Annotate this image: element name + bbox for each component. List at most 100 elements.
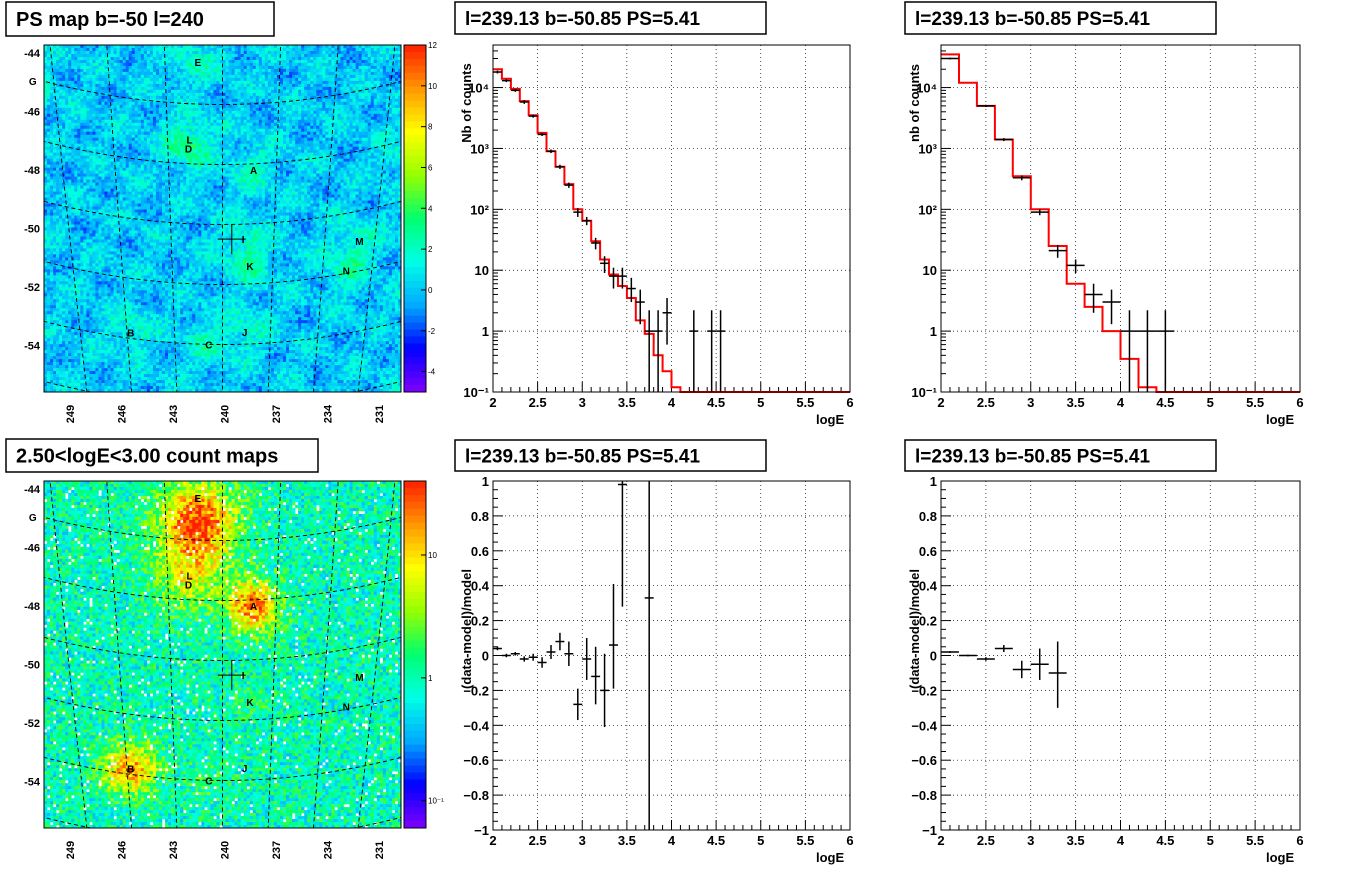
map-pixel <box>177 60 180 63</box>
map-pixel <box>198 81 201 84</box>
map-pixel <box>253 81 256 84</box>
map-pixel <box>374 51 377 54</box>
map-pixel <box>265 105 268 108</box>
map-pixel <box>289 57 292 60</box>
map-pixel <box>126 129 129 132</box>
map-pixel <box>123 105 126 108</box>
map-pixel <box>313 51 316 54</box>
map-pixel <box>310 90 313 93</box>
map-pixel <box>226 84 229 87</box>
map-pixel <box>250 78 253 81</box>
map-pixel <box>50 129 53 132</box>
map-pixel <box>232 141 235 144</box>
map-pixel <box>256 96 259 99</box>
map-pixel <box>232 99 235 102</box>
map-pixel <box>62 54 65 57</box>
map-pixel <box>235 132 238 135</box>
map-pixel <box>132 93 135 96</box>
map-pixel <box>353 54 356 57</box>
map-pixel <box>362 117 365 120</box>
map-pixel <box>186 72 189 75</box>
map-pixel <box>350 135 353 138</box>
map-pixel <box>101 84 104 87</box>
map-pixel <box>344 75 347 78</box>
map-pixel <box>313 66 316 69</box>
map-pixel <box>241 63 244 66</box>
map-pixel <box>213 93 216 96</box>
map-pixel <box>350 102 353 105</box>
map-pixel <box>47 144 50 147</box>
map-pixel <box>350 138 353 141</box>
map-pixel <box>141 57 144 60</box>
map-pixel <box>337 69 340 72</box>
map-pixel <box>271 120 274 123</box>
map-pixel <box>101 126 104 129</box>
map-pixel <box>101 99 104 102</box>
map-pixel <box>159 51 162 54</box>
map-pixel <box>368 111 371 114</box>
map-pixel <box>141 81 144 84</box>
map-pixel <box>265 96 268 99</box>
map-pixel <box>177 54 180 57</box>
map-pixel <box>195 126 198 129</box>
map-pixel <box>77 48 80 51</box>
map-pixel <box>129 141 132 144</box>
map-pixel <box>347 72 350 75</box>
map-pixel <box>186 99 189 102</box>
map-pixel <box>92 135 95 138</box>
map-pixel <box>250 66 253 69</box>
map-pixel <box>126 63 129 66</box>
map-pixel <box>362 123 365 126</box>
map-pixel <box>301 96 304 99</box>
map-pixel <box>105 75 108 78</box>
map-pixel <box>289 96 292 99</box>
map-pixel <box>374 99 377 102</box>
map-pixel <box>141 114 144 117</box>
map-pixel <box>244 99 247 102</box>
map-pixel <box>298 78 301 81</box>
map-pixel <box>392 117 395 120</box>
map-pixel <box>262 111 265 114</box>
map-pixel <box>47 135 50 138</box>
map-pixel <box>159 117 162 120</box>
map-pixel <box>147 51 150 54</box>
map-pixel <box>331 69 334 72</box>
map-pixel <box>132 111 135 114</box>
map-pixel <box>253 105 256 108</box>
map-pixel <box>80 102 83 105</box>
map-pixel <box>105 60 108 63</box>
map-pixel <box>135 111 138 114</box>
map-pixel <box>322 99 325 102</box>
map-pixel <box>223 75 226 78</box>
map-pixel <box>374 60 377 63</box>
map-pixel <box>71 105 74 108</box>
map-pixel <box>80 129 83 132</box>
map-pixel <box>62 48 65 51</box>
map-pixel <box>247 132 250 135</box>
map-pixel <box>286 72 289 75</box>
map-pixel <box>350 87 353 90</box>
map-pixel <box>129 102 132 105</box>
map-pixel <box>271 105 274 108</box>
map-pixel <box>114 90 117 93</box>
map-pixel <box>201 93 204 96</box>
map-pixel <box>347 129 350 132</box>
map-pixel <box>150 54 153 57</box>
map-pixel <box>259 72 262 75</box>
map-pixel <box>256 141 259 144</box>
map-pixel <box>126 69 129 72</box>
map-pixel <box>347 117 350 120</box>
map-pixel <box>101 132 104 135</box>
map-pixel <box>189 99 192 102</box>
map-pixel <box>365 99 368 102</box>
map-pixel <box>377 129 380 132</box>
map-pixel <box>126 84 129 87</box>
map-pixel <box>350 48 353 51</box>
map-pixel <box>141 129 144 132</box>
map-pixel <box>377 141 380 144</box>
map-pixel <box>183 69 186 72</box>
map-pixel <box>195 135 198 138</box>
map-pixel <box>347 138 350 141</box>
map-pixel <box>232 123 235 126</box>
map-pixel <box>250 72 253 75</box>
